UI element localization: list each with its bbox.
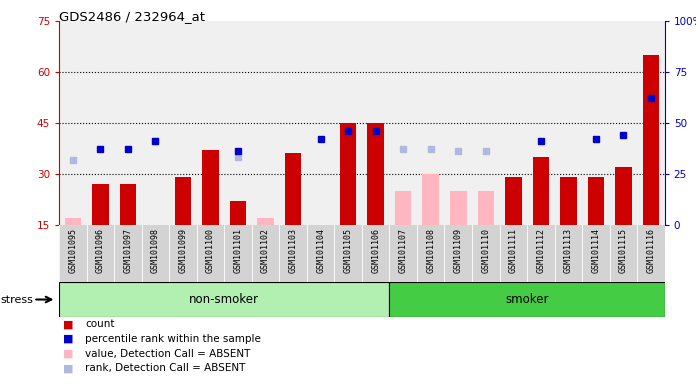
Bar: [175, 177, 191, 225]
Text: GSM101116: GSM101116: [647, 227, 656, 273]
Text: ■: ■: [63, 319, 73, 329]
Bar: [587, 177, 604, 225]
Bar: [65, 218, 81, 225]
Text: ■: ■: [63, 363, 73, 373]
Text: GSM101107: GSM101107: [399, 227, 408, 273]
Bar: [532, 157, 549, 225]
Text: GSM101096: GSM101096: [96, 227, 105, 273]
Text: ■: ■: [63, 334, 73, 344]
Bar: [175, 177, 191, 225]
Bar: [422, 174, 439, 225]
Bar: [505, 177, 521, 225]
Text: GSM101109: GSM101109: [454, 227, 463, 273]
Text: GDS2486 / 232964_at: GDS2486 / 232964_at: [59, 10, 205, 23]
Bar: [120, 184, 136, 225]
Text: GSM101106: GSM101106: [371, 227, 380, 273]
Bar: [203, 150, 219, 225]
Text: rank, Detection Call = ABSENT: rank, Detection Call = ABSENT: [85, 363, 245, 373]
Text: GSM101114: GSM101114: [592, 227, 601, 273]
Text: GSM101112: GSM101112: [537, 227, 546, 273]
Text: GSM101095: GSM101095: [68, 227, 77, 273]
Text: GSM101110: GSM101110: [481, 227, 490, 273]
Bar: [560, 177, 576, 225]
Text: value, Detection Call = ABSENT: value, Detection Call = ABSENT: [85, 349, 251, 359]
Bar: [390, 282, 665, 317]
Bar: [615, 167, 632, 225]
Bar: [642, 55, 659, 225]
Text: GSM101097: GSM101097: [123, 227, 132, 273]
Text: GSM101105: GSM101105: [344, 227, 353, 273]
Text: GSM101108: GSM101108: [426, 227, 435, 273]
Bar: [367, 123, 384, 225]
Text: GSM101113: GSM101113: [564, 227, 573, 273]
Text: GSM101103: GSM101103: [289, 227, 298, 273]
Text: GSM101100: GSM101100: [206, 227, 215, 273]
Text: percentile rank within the sample: percentile rank within the sample: [85, 334, 261, 344]
Bar: [395, 191, 411, 225]
Text: GSM101099: GSM101099: [178, 227, 187, 273]
Text: GSM101104: GSM101104: [316, 227, 325, 273]
Text: non-smoker: non-smoker: [189, 293, 260, 306]
Bar: [340, 123, 356, 225]
Bar: [258, 218, 274, 225]
Text: GSM101101: GSM101101: [234, 227, 243, 273]
Text: GSM101111: GSM101111: [509, 227, 518, 273]
Text: ■: ■: [63, 349, 73, 359]
Text: smoker: smoker: [505, 293, 549, 306]
Bar: [230, 201, 246, 225]
Text: GSM101102: GSM101102: [261, 227, 270, 273]
Bar: [285, 154, 301, 225]
Text: count: count: [85, 319, 114, 329]
Text: GSM101115: GSM101115: [619, 227, 628, 273]
Bar: [450, 191, 466, 225]
Text: stress: stress: [1, 295, 33, 305]
Bar: [92, 184, 109, 225]
Text: GSM101098: GSM101098: [151, 227, 160, 273]
Bar: [477, 191, 494, 225]
Bar: [59, 282, 390, 317]
